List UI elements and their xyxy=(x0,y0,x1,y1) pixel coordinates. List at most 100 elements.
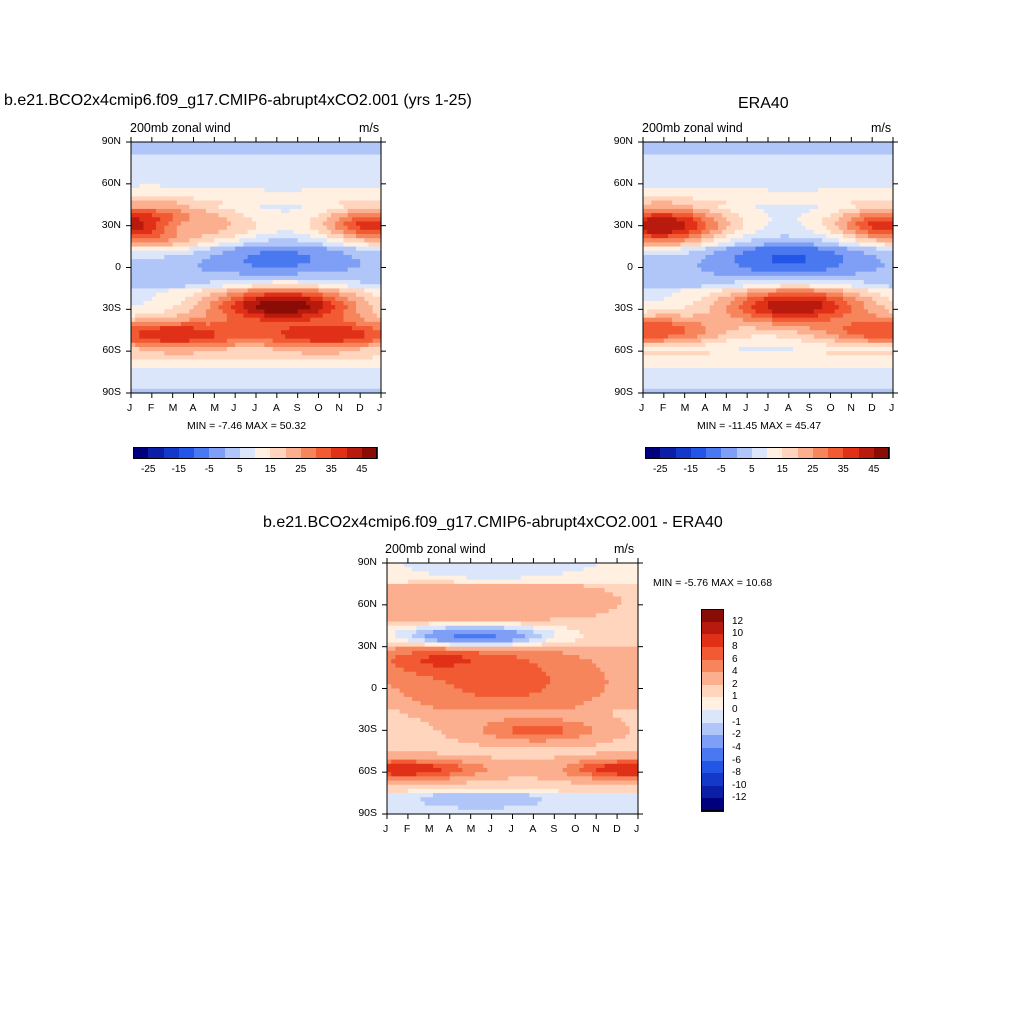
contour-cell xyxy=(268,162,274,168)
contour-cell xyxy=(376,388,382,394)
contour-cell xyxy=(206,372,211,377)
contour-cell xyxy=(285,363,290,369)
contour-cell xyxy=(147,142,153,147)
contour-cell xyxy=(343,271,349,277)
contour-cell xyxy=(293,146,299,151)
contour-cell xyxy=(788,183,794,189)
colorbar-swatch xyxy=(239,447,256,459)
contour-cell xyxy=(347,171,353,177)
contour-cell xyxy=(206,334,211,340)
contour-cell xyxy=(247,372,253,377)
contour-cell xyxy=(306,259,311,264)
contour-cell xyxy=(743,179,748,185)
contour-cell xyxy=(256,263,261,269)
contour-cell xyxy=(747,192,752,197)
contour-cell xyxy=(322,158,328,164)
contour-cell xyxy=(322,342,328,348)
contour-cell xyxy=(268,246,274,252)
contour-cell xyxy=(663,188,669,193)
contour-cell xyxy=(335,380,340,386)
contour-cell xyxy=(243,326,249,331)
contour-cell xyxy=(830,171,836,177)
contour-cell xyxy=(185,254,190,260)
contour-cell xyxy=(206,271,211,277)
contour-cell xyxy=(268,225,274,231)
contour-cell xyxy=(813,171,819,177)
contour-cell xyxy=(185,234,190,239)
contour-cell xyxy=(343,250,349,256)
contour-cell xyxy=(139,300,145,306)
contour-cell xyxy=(868,175,873,181)
contour-cell xyxy=(780,208,786,214)
contour-cell xyxy=(801,204,807,210)
contour-cell xyxy=(655,192,661,197)
contour-cell xyxy=(643,204,648,210)
contour-cell xyxy=(264,179,270,185)
contour-cell xyxy=(268,267,274,273)
contour-cell xyxy=(339,384,345,390)
contour-cell xyxy=(680,221,686,227)
contour-cell xyxy=(143,183,149,189)
contour-cell xyxy=(310,321,315,327)
contour-cell xyxy=(260,284,265,290)
contour-cell xyxy=(156,372,161,377)
contour-cell xyxy=(235,267,240,273)
contour-cell xyxy=(360,351,365,356)
contour-cell xyxy=(285,213,290,218)
contour-cell xyxy=(306,179,311,185)
contour-cell xyxy=(809,171,815,177)
contour-cell xyxy=(189,158,195,164)
contour-cell xyxy=(705,225,711,231)
contour-cell xyxy=(189,246,195,252)
contour-cell xyxy=(151,275,157,281)
contour-cell xyxy=(331,246,336,252)
contour-cell xyxy=(335,188,340,193)
contour-cell xyxy=(293,321,299,327)
contour-cell xyxy=(672,192,677,197)
contour-cell xyxy=(326,146,332,151)
contour-cell xyxy=(655,229,661,235)
contour-cell xyxy=(347,296,353,302)
contour-cell xyxy=(356,300,361,306)
contour-cell xyxy=(876,188,882,193)
contour-cell xyxy=(222,355,228,361)
contour-cell xyxy=(172,330,178,336)
contour-cell xyxy=(260,150,265,156)
contour-cell xyxy=(156,296,161,302)
contour-cell xyxy=(231,158,236,164)
contour-cell xyxy=(256,384,261,390)
contour-cell xyxy=(201,326,207,331)
contour-cell xyxy=(135,154,140,160)
contour-cell xyxy=(801,221,807,227)
contour-cell xyxy=(672,146,677,151)
contour-cell xyxy=(888,167,894,172)
contour-cell xyxy=(668,204,673,210)
contour-cell xyxy=(160,242,165,248)
contour-cell xyxy=(143,221,149,227)
contour-cell xyxy=(168,376,174,382)
contour-cell xyxy=(226,271,232,277)
contour-cell xyxy=(156,142,161,147)
contour-cell xyxy=(281,300,286,306)
contour-cell xyxy=(289,242,295,248)
contour-cell xyxy=(214,167,220,172)
contour-cell xyxy=(326,292,332,298)
contour-cell xyxy=(218,355,224,361)
contour-cell xyxy=(306,254,311,260)
contour-cell xyxy=(335,175,340,181)
contour-cell xyxy=(285,192,290,197)
contour-cell xyxy=(160,246,165,252)
contour-cell xyxy=(776,183,782,189)
contour-cell xyxy=(239,388,245,394)
contour-cell xyxy=(247,225,253,231)
contour-cell xyxy=(643,171,648,177)
contour-cell xyxy=(176,183,182,189)
contour-cell xyxy=(306,300,311,306)
contour-cell xyxy=(322,221,328,227)
contour-cell xyxy=(243,221,249,227)
contour-cell xyxy=(680,196,686,202)
contour-cell xyxy=(343,292,349,298)
contour-cell xyxy=(239,171,245,177)
contour-cell xyxy=(181,384,186,390)
contour-cell xyxy=(151,196,157,202)
